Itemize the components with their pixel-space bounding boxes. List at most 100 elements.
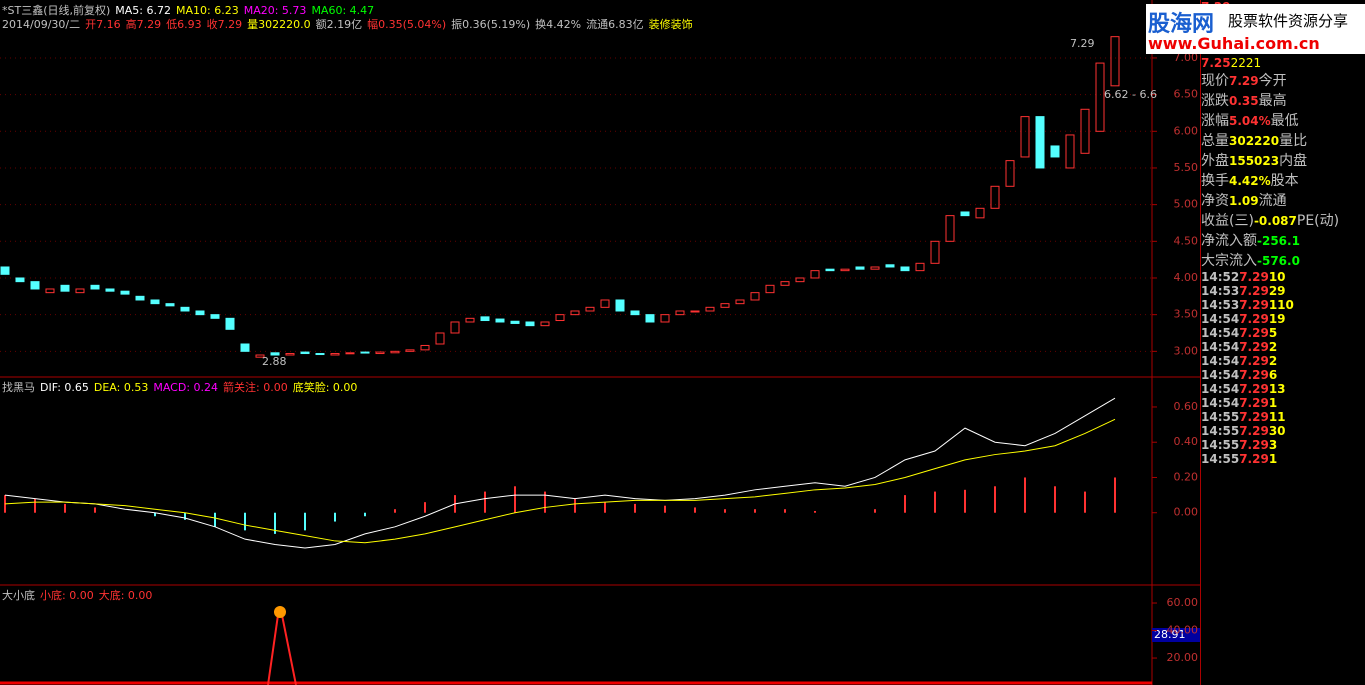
macd-labels: 找黑马 DIF: 0.65 DEA: 0.53 MACD: 0.24 箭关注: 0.00… <box>2 379 362 395</box>
candle <box>390 350 400 354</box>
cell: 14:54 <box>1201 382 1240 396</box>
cell: 收益(三) <box>1201 213 1254 229</box>
cell: 最高 <box>1258 93 1287 109</box>
cell: 7.29 <box>1239 424 1269 438</box>
cell: 0.35 <box>1229 94 1259 108</box>
cell: 302220 <box>1229 134 1280 148</box>
cell: 14:55 <box>1201 424 1240 438</box>
candle <box>255 354 265 358</box>
candle <box>735 299 745 305</box>
quote-panel: 7.297.2825517.2721457.265367.252221现价7.2… <box>1200 0 1365 685</box>
candle <box>1050 145 1060 158</box>
candle <box>285 353 295 356</box>
candle <box>570 310 580 316</box>
cell: 换手 <box>1201 173 1229 189</box>
y-tick-label: 60.00 <box>1167 596 1199 609</box>
row: 14:557.291 <box>1201 452 1365 466</box>
candle <box>465 317 475 323</box>
y-tick-label: 4.50 <box>1174 234 1199 247</box>
cell: 5.04% <box>1229 114 1271 128</box>
header-line: *ST三鑫(日线,前复权) MA5: 6.72 MA10: 6.23 MA20: 5.… <box>2 2 379 18</box>
candle <box>1065 134 1075 169</box>
candle <box>495 318 505 323</box>
cell: 7.29 <box>1239 452 1269 466</box>
candle <box>375 351 385 355</box>
candle <box>270 352 280 356</box>
row: 14:537.2929 <box>1201 284 1365 298</box>
y-tick-label: 0.20 <box>1174 470 1199 483</box>
candle <box>210 314 220 319</box>
label: MA5: 6.72 <box>115 4 171 17</box>
candle <box>480 316 490 322</box>
cell: 涨跌 <box>1201 93 1229 109</box>
cell: 7.29 <box>1239 438 1269 452</box>
row: 14:547.296 <box>1201 368 1365 382</box>
candle <box>435 332 445 345</box>
candle <box>195 310 205 316</box>
row: 收益(三)-0.087PE(动) <box>1201 210 1365 230</box>
label: MACD: 0.24 <box>153 381 219 394</box>
cell: 13 <box>1268 382 1286 396</box>
candle <box>990 185 1000 209</box>
bottom-signal <box>267 614 297 685</box>
label: 大小底 <box>2 589 35 602</box>
candle <box>945 215 955 242</box>
cell: 1 <box>1268 452 1278 466</box>
cell: 7.29 <box>1239 396 1269 410</box>
cell: 量比 <box>1279 133 1308 149</box>
bottom-labels: 大小底 小底: 0.00 大底: 0.00 <box>2 587 157 603</box>
label: *ST三鑫(日线,前复权) <box>2 4 111 17</box>
cell: 14:55 <box>1201 452 1240 466</box>
cell: 7.29 <box>1229 74 1259 88</box>
dea-line <box>4 418 1116 544</box>
cell: 14:53 <box>1201 284 1240 298</box>
label: 振0.36(5.19%) <box>451 18 531 31</box>
cursor-value: 28.91 <box>1154 628 1186 641</box>
label: MA10: 6.23 <box>176 4 239 17</box>
label: 低6.93 <box>166 18 202 31</box>
candle <box>780 281 790 286</box>
candle <box>705 306 715 312</box>
candle <box>315 353 325 356</box>
row: 总量302220量比 <box>1201 130 1365 150</box>
cell: 7.25 <box>1201 56 1231 70</box>
candle <box>75 288 85 294</box>
cell: 10 <box>1268 270 1286 284</box>
candle <box>1035 116 1045 169</box>
candle <box>0 266 10 275</box>
cell: 净资 <box>1201 193 1229 209</box>
candle <box>810 270 820 279</box>
label: 装修装饰 <box>648 18 693 31</box>
wm-slogan: 股票软件资源分享 <box>1228 12 1349 30</box>
row: 涨跌0.35最高 <box>1201 90 1365 110</box>
cell: 流通 <box>1258 193 1287 209</box>
cell: 今开 <box>1258 73 1287 89</box>
y-tick-label: 20.00 <box>1167 651 1199 664</box>
candle <box>345 352 355 355</box>
candle <box>795 277 805 283</box>
candle <box>150 299 160 305</box>
label: DEA: 0.53 <box>93 381 149 394</box>
cell: 7.29 <box>1239 340 1269 354</box>
cell: 净流入额 <box>1201 233 1257 249</box>
cell: 155023 <box>1229 154 1280 168</box>
cell: 现价 <box>1201 73 1229 89</box>
label: 高7.29 <box>125 18 162 31</box>
candle <box>45 288 55 294</box>
row: 净流入额-256.1 <box>1201 230 1365 250</box>
label: 开7.16 <box>85 18 121 31</box>
candle <box>1005 160 1015 187</box>
cell: 14:54 <box>1201 312 1240 326</box>
label: 幅0.35(5.04%) <box>367 18 447 31</box>
cell: 19 <box>1268 312 1286 326</box>
candle <box>540 321 550 327</box>
row: 14:537.29110 <box>1201 298 1365 312</box>
candle <box>360 351 370 354</box>
candle <box>165 303 175 307</box>
candle <box>330 353 340 356</box>
candle <box>240 343 250 352</box>
candle <box>555 314 565 322</box>
candle <box>510 320 520 324</box>
row: 14:527.2910 <box>1201 270 1365 284</box>
